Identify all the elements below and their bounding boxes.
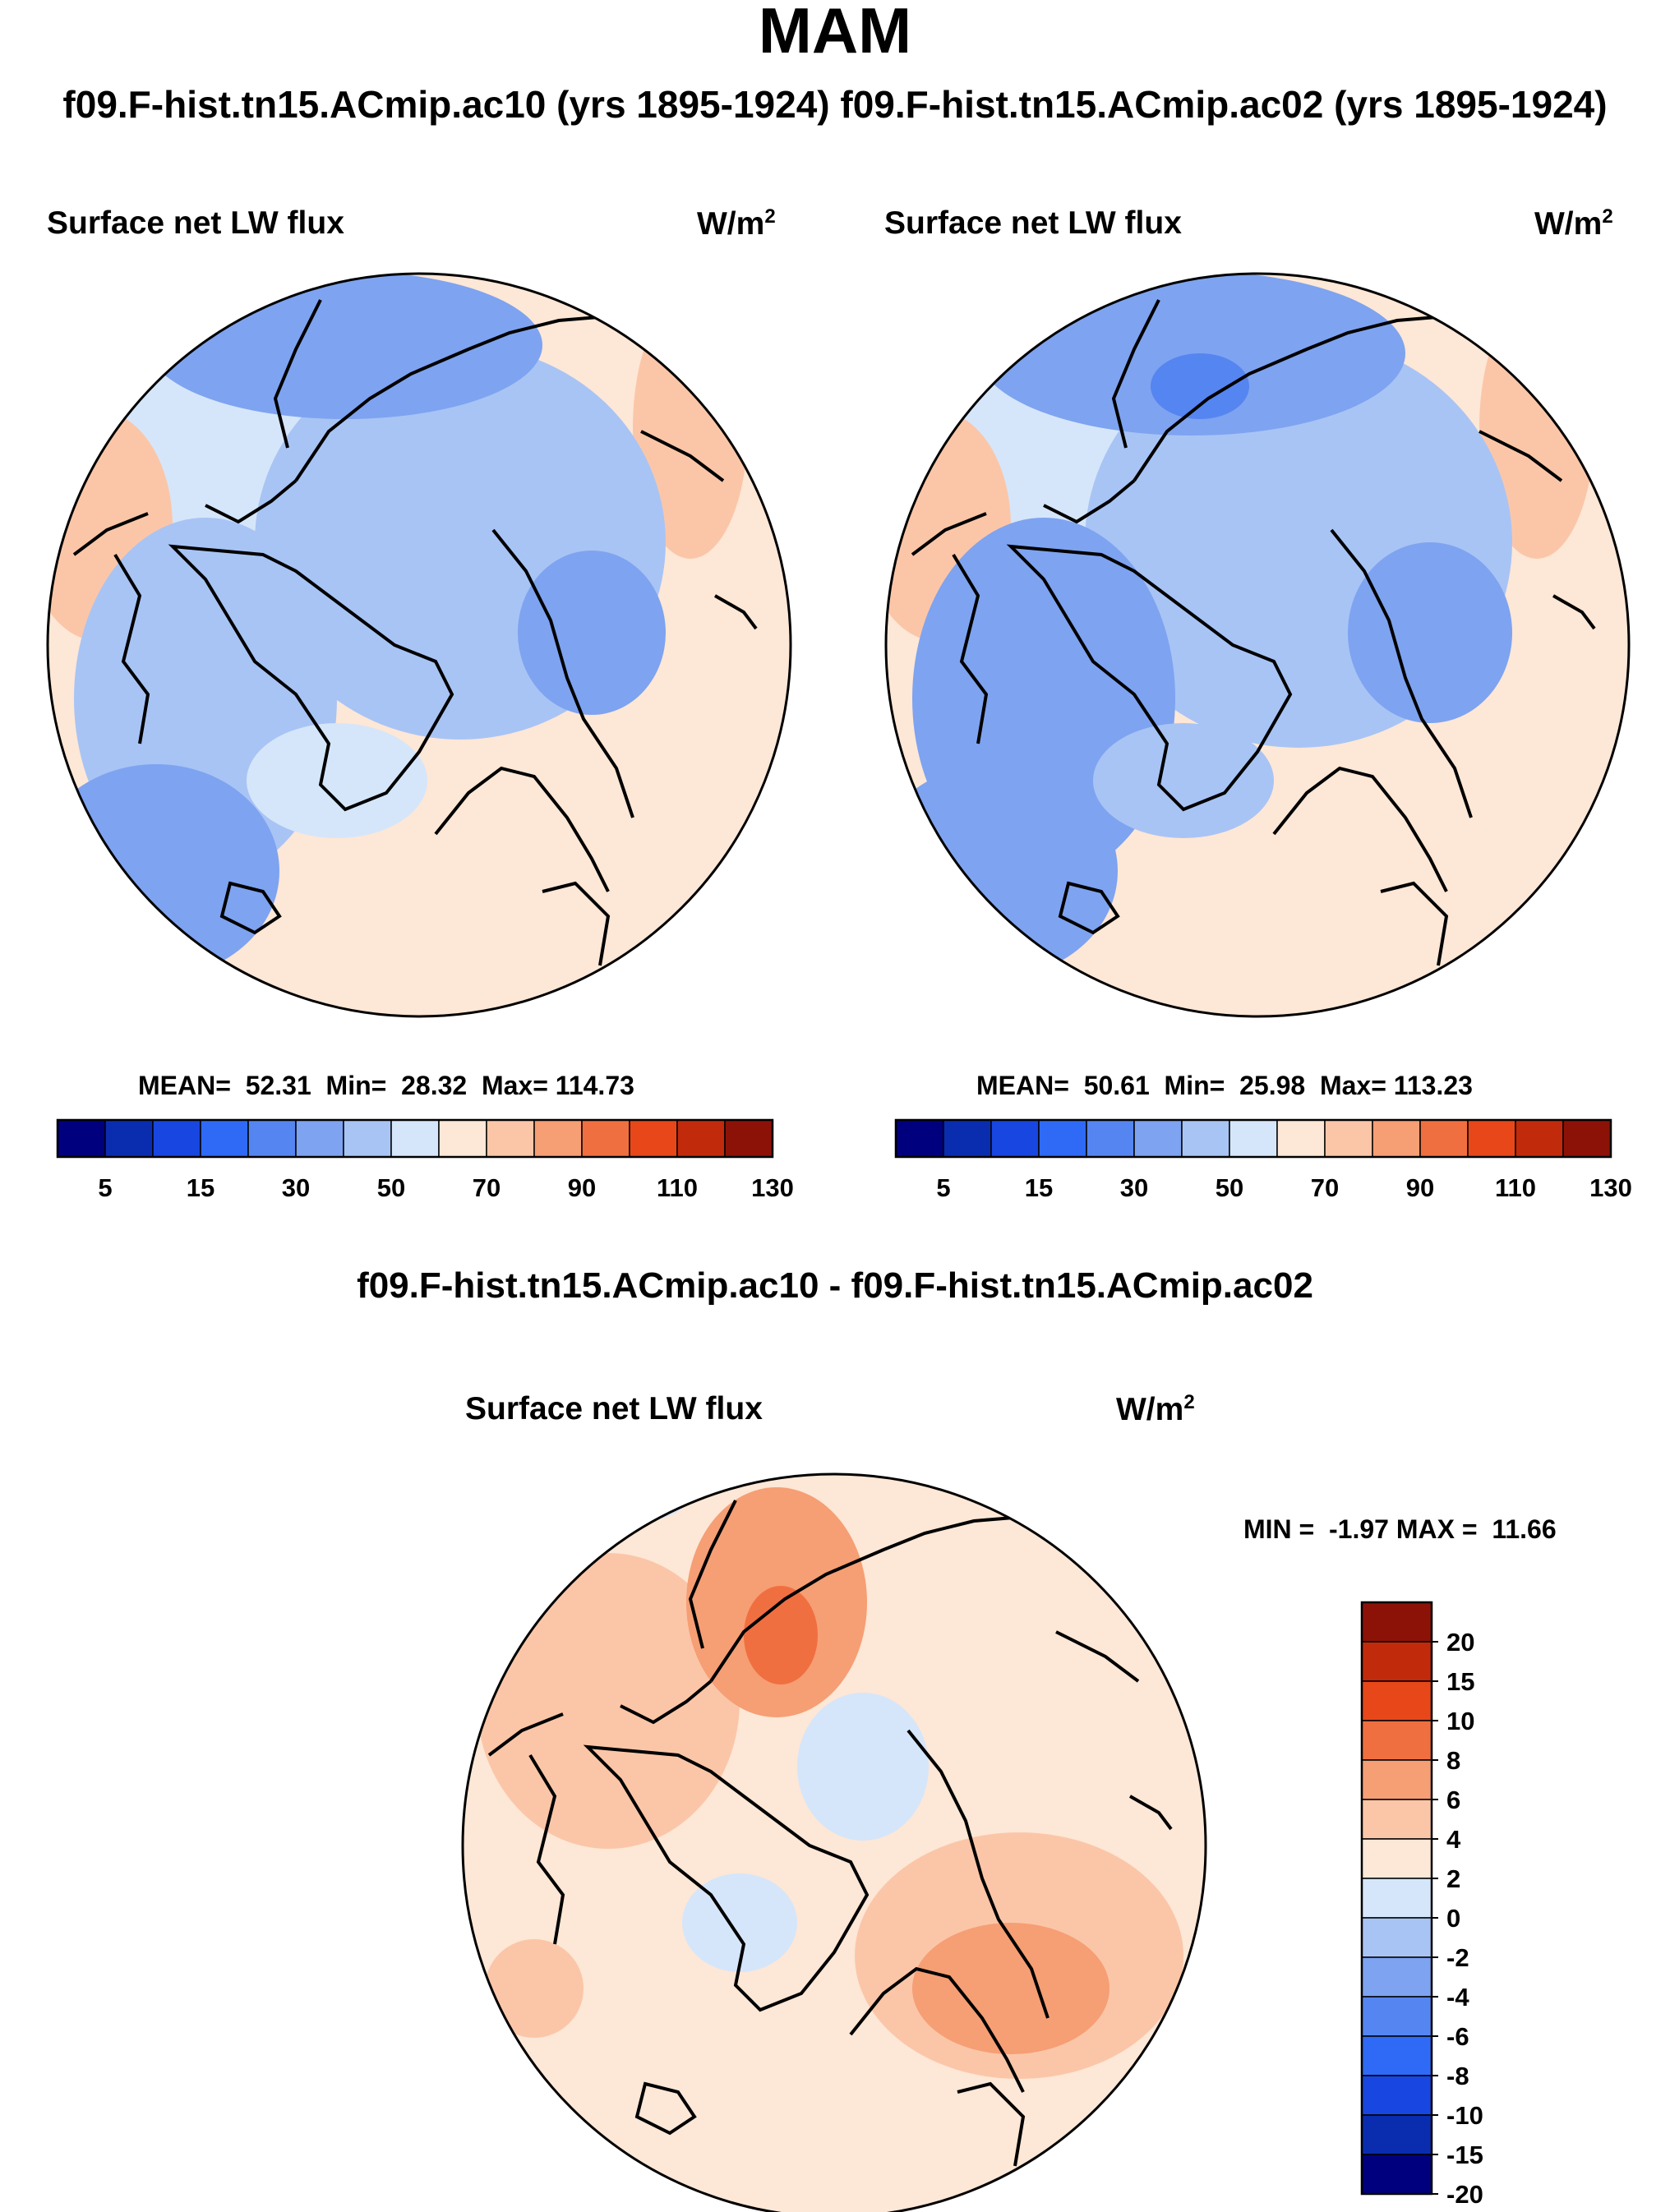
panel1-colorbar-swatch — [676, 1119, 726, 1158]
panel2-colorbar-swatch — [1372, 1119, 1421, 1158]
panel1-colorbar-swatch — [57, 1119, 106, 1158]
panel2-colorbar-swatch — [1086, 1119, 1135, 1158]
difference-colorbar-tick-label: 15 — [1446, 1667, 1474, 1696]
panel2-units: W/m2 — [1534, 205, 1613, 242]
panel1-colorbar-tick-label: 5 — [98, 1173, 112, 1202]
panel2-map — [884, 272, 1631, 1018]
panel2-stats: MEAN= 50.61 Min= 25.98 Max= 113.23 — [976, 1071, 1473, 1100]
panel1-colorbar-swatch — [438, 1119, 487, 1158]
panel2-colorbar-swatch — [1133, 1119, 1183, 1158]
panel1-colorbar-tick-label: 70 — [473, 1173, 501, 1202]
panel1-colorbar-swatch — [200, 1119, 249, 1158]
panel2-colorbar-frame — [894, 1118, 1612, 1159]
difference-colorbar-tick-label: -4 — [1446, 1983, 1469, 2012]
panel1-stats: MEAN= 52.31 Min= 28.32 Max= 114.73 — [138, 1071, 634, 1100]
diff-variable-label: Surface net LW flux — [465, 1391, 763, 1426]
panel1-colorbar-tick-label: 15 — [187, 1173, 215, 1202]
difference-title: f09.F-hist.tn15.ACmip.ac10 - f09.F-hist.… — [357, 1265, 1313, 1306]
panel2-colorbar-swatch — [943, 1119, 992, 1158]
difference-colorbar-swatch — [1361, 1759, 1432, 1800]
difference-colorbar-tick-label: -15 — [1446, 2141, 1483, 2169]
panel1-colorbar-tick-label: 110 — [657, 1173, 698, 1202]
figure-title: MAM — [758, 0, 912, 67]
difference-colorbar-swatch — [1361, 2154, 1432, 2195]
difference-colorbar-swatch — [1361, 1680, 1432, 1721]
difference-colorbar-tick-label: 6 — [1446, 1786, 1460, 1814]
difference-colorbar-swatch — [1361, 1799, 1432, 1840]
difference-colorbar-tick-label: 20 — [1446, 1628, 1474, 1657]
difference-colorbar-swatch — [1361, 1878, 1432, 1919]
panel1-units: W/m2 — [697, 205, 776, 242]
panel1-colorbar-swatch — [486, 1119, 535, 1158]
difference-colorbar-swatch — [1361, 1996, 1432, 2037]
panel1-colorbar-tick-label: 30 — [282, 1173, 310, 1202]
panel1-colorbar-swatch — [533, 1119, 583, 1158]
difference-colorbar-swatch — [1361, 2114, 1432, 2155]
difference-colorbar-tick-label: 10 — [1446, 1707, 1474, 1735]
panel2-colorbar-tick-label: 15 — [1025, 1173, 1053, 1202]
panel1-colorbar-frame — [56, 1118, 774, 1159]
panel2-colorbar-swatch — [1419, 1119, 1469, 1158]
panel1-colorbar-swatch — [724, 1119, 773, 1158]
difference-colorbar-tick-label: 4 — [1446, 1825, 1461, 1854]
panel1-colorbar-swatch — [343, 1119, 392, 1158]
difference-colorbar-tick-label: -2 — [1446, 1943, 1469, 1972]
panel1-colorbar-swatch — [295, 1119, 344, 1158]
panel2-colorbar-tick-label: 50 — [1216, 1173, 1243, 1202]
panel2-colorbar-swatch — [1181, 1119, 1230, 1158]
panel2-colorbar-swatch — [1229, 1119, 1278, 1158]
panel2-colorbar: 5 15 30 50 70 90 110 130 — [894, 1118, 1632, 1202]
panel2-colorbar-tick-label: 130 — [1589, 1173, 1632, 1202]
difference-colorbar-swatch — [1361, 1917, 1432, 1958]
panel2-colorbar-swatch — [1562, 1119, 1612, 1158]
difference-colorbar-swatch — [1361, 2035, 1432, 2076]
panel1-colorbar-tick-label: 50 — [377, 1173, 405, 1202]
panel2-variable-label: Surface net LW flux — [884, 205, 1182, 241]
panel1-colorbar-swatch — [152, 1119, 201, 1158]
difference-colorbar-tick-label: 2 — [1446, 1864, 1460, 1893]
panel2-colorbar-tick-label: 90 — [1406, 1173, 1434, 1202]
panel2-colorbar-swatch — [1038, 1119, 1087, 1158]
panel1-variable-label: Surface net LW flux — [47, 205, 344, 241]
difference-colorbar-swatch — [1361, 1641, 1432, 1682]
difference-colorbar-swatch — [1361, 1720, 1432, 1761]
panel1-map — [46, 272, 792, 1018]
panel1-colorbar-swatch — [247, 1119, 297, 1158]
panel2-colorbar-swatch — [1515, 1119, 1564, 1158]
panel1-colorbar-tick-label: 130 — [751, 1173, 794, 1202]
panel2-colorbar-swatch — [1467, 1119, 1516, 1158]
difference-colorbar-swatch — [1361, 1601, 1432, 1643]
diff-units: W/m2 — [1116, 1391, 1195, 1427]
difference-colorbar-tick-label: 8 — [1446, 1746, 1460, 1775]
difference-colorbar-swatch — [1361, 1956, 1432, 1998]
panel1-colorbar-tick-label: 90 — [568, 1173, 596, 1202]
difference-colorbar-swatch — [1361, 1838, 1432, 1879]
panel2-colorbar-swatch — [990, 1119, 1040, 1158]
panel2-colorbar-swatch — [895, 1119, 944, 1158]
difference-map — [461, 1472, 1207, 2212]
difference-colorbar-swatch — [1361, 2075, 1432, 2116]
panel1-colorbar-swatch — [390, 1119, 440, 1158]
panel2-colorbar-swatch — [1276, 1119, 1326, 1158]
panel1-colorbar-swatch — [104, 1119, 154, 1158]
difference-colorbar-tick-label: -10 — [1446, 2101, 1483, 2130]
difference-colorbar-tick-label: -6 — [1446, 2022, 1469, 2051]
panel1-colorbar: 5 15 30 50 70 90 110 130 — [56, 1118, 794, 1202]
figure-subtitle: f09.F-hist.tn15.ACmip.ac10 (yrs 1895-192… — [62, 83, 1608, 126]
panel2-colorbar-swatch — [1324, 1119, 1373, 1158]
panel2-colorbar-tick-label: 70 — [1311, 1173, 1339, 1202]
difference-colorbar-tick-label: -20 — [1446, 2180, 1483, 2209]
panel2-colorbar-tick-label: 110 — [1495, 1173, 1536, 1202]
panel2-colorbar-tick-label: 5 — [936, 1173, 950, 1202]
difference-colorbar-tick-label: 0 — [1446, 1904, 1460, 1933]
difference-colorbar-tick-label: -8 — [1446, 2062, 1469, 2090]
diff-stats: MIN = -1.97 MAX = 11.66 — [1243, 1514, 1557, 1544]
difference-colorbar-frame — [1360, 1601, 1433, 2196]
panel1-colorbar-swatch — [629, 1119, 678, 1158]
panel1-colorbar-swatch — [581, 1119, 630, 1158]
panel2-colorbar-tick-label: 30 — [1120, 1173, 1148, 1202]
